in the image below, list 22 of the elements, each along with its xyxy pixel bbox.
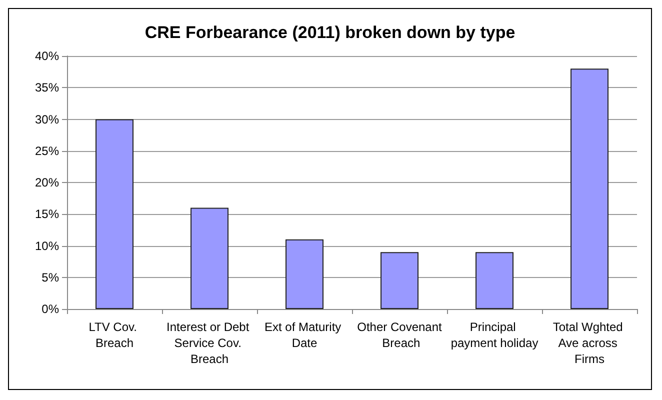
y-tick-label: 25%	[34, 144, 60, 158]
x-tick-label: Principal payment holiday	[450, 320, 538, 350]
x-tick-label: LTV Cov. Breach	[88, 320, 140, 350]
bar	[476, 252, 514, 309]
bar	[570, 68, 608, 309]
y-tick-label: 5%	[42, 270, 60, 284]
bar	[380, 252, 418, 309]
x-tick-label: Ext of Maturity Date	[264, 320, 345, 350]
x-tick-label: Other Covenant Breach	[357, 320, 443, 350]
y-tick-label: 20%	[34, 176, 60, 190]
y-tick-label: 35%	[34, 80, 60, 95]
y-tick-label: 15%	[34, 207, 60, 222]
y-tick-label: 0%	[42, 302, 60, 316]
x-tick-label: Total Wghted Ave across Firms	[552, 320, 626, 366]
x-tick-label: Interest or Debt Service Cov. Breach	[166, 320, 253, 366]
bar	[96, 119, 134, 309]
y-tick-label: 30%	[34, 112, 60, 126]
y-tick-label: 10%	[34, 238, 60, 253]
chart-title: CRE Forbearance (2011) broken down by type	[144, 23, 516, 42]
y-tick-label: 40%	[34, 49, 60, 63]
bar	[190, 208, 228, 309]
bar	[286, 239, 324, 309]
